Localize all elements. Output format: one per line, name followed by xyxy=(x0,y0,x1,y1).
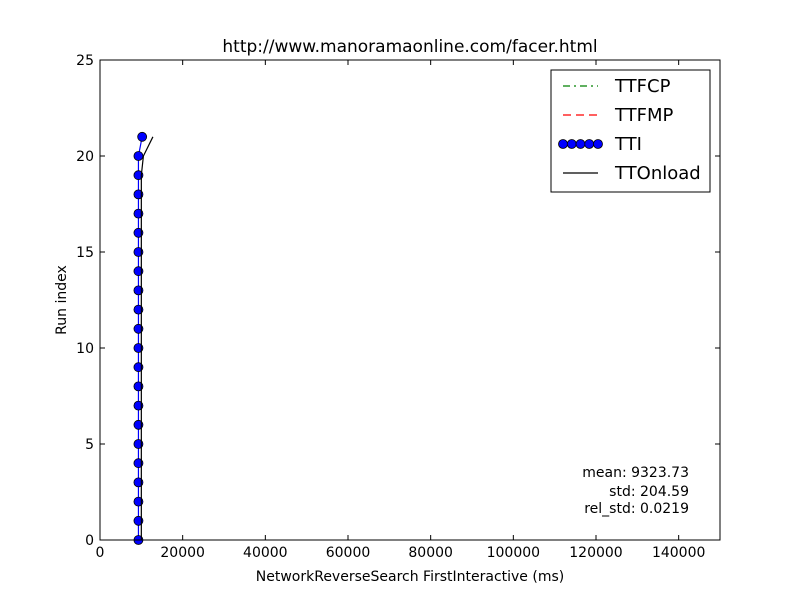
x-axis-label: NetworkReverseSearch FirstInteractive (m… xyxy=(256,569,564,585)
legend-label-ttonload: TTOnload xyxy=(614,163,701,184)
series-point-tti xyxy=(133,266,144,277)
x-tick-label: 60000 xyxy=(326,545,371,561)
y-tick-label: 5 xyxy=(85,437,94,453)
series-point-tti xyxy=(133,515,144,526)
y-tick-label: 10 xyxy=(76,341,94,357)
series-point-tti xyxy=(133,419,144,430)
legend-marker-tti xyxy=(566,139,577,149)
stat-rel-std: rel_std: 0.0219 xyxy=(584,501,689,517)
legend-label-tti: TTI xyxy=(614,134,642,155)
series-point-tti xyxy=(133,343,144,353)
x-tick-label: 20000 xyxy=(160,545,205,561)
x-tick-label: 140000 xyxy=(652,545,705,561)
series-point-tti xyxy=(133,208,144,219)
legend-marker-tti xyxy=(558,139,568,149)
legend-marker-tti xyxy=(575,139,586,149)
series-point-tti xyxy=(133,170,144,181)
legend-box xyxy=(550,69,711,193)
y-tick-label: 20 xyxy=(76,149,94,165)
stats-annotation: mean: 9323.73 std: 204.59 rel_std: 0.021… xyxy=(582,465,689,517)
series-point-tti xyxy=(133,477,144,488)
y-tick-label: 0 xyxy=(85,533,94,549)
plot-area xyxy=(133,131,154,545)
series-line-ttonload xyxy=(140,136,154,540)
plot-frame xyxy=(99,59,721,541)
series-point-tti xyxy=(133,400,144,411)
series-point-tti xyxy=(133,189,144,200)
y-tick-label: 25 xyxy=(76,53,94,69)
stat-std: std: 204.59 xyxy=(609,484,689,500)
x-tick-label: 100000 xyxy=(487,545,540,561)
x-tick-label: 120000 xyxy=(569,545,622,561)
series-point-tti xyxy=(133,285,144,296)
series-point-tti xyxy=(133,439,144,449)
y-tick-label: 15 xyxy=(76,245,94,261)
series-point-tti xyxy=(133,247,144,257)
series-point-tti xyxy=(133,304,144,315)
legend-marker-tti xyxy=(584,139,595,149)
series-point-tti xyxy=(133,227,144,238)
stat-mean: mean: 9323.73 xyxy=(582,465,689,481)
chart-title: http://www.manoramaonline.com/facer.html xyxy=(222,37,597,57)
axis-ticks: 0 20000 40000 60000 80000 100000 120000 140000 0… xyxy=(76,53,720,561)
y-axis-label: Run index xyxy=(54,265,70,335)
legend-label-ttfcp: TTFCP xyxy=(614,76,671,97)
series-point-tti xyxy=(133,496,144,507)
series-point-tti xyxy=(137,131,148,142)
x-tick-label: 40000 xyxy=(243,545,288,561)
legend: TTFCP TTFMP TTI TTOnload xyxy=(550,69,711,193)
series-point-tti xyxy=(133,151,144,161)
legend-marker-tti xyxy=(593,139,603,149)
series-point-tti xyxy=(133,362,144,373)
x-tick-label: 0 xyxy=(96,545,105,561)
x-tick-label: 80000 xyxy=(408,545,453,561)
series-point-tti xyxy=(133,381,144,392)
legend-label-ttfmp: TTFMP xyxy=(614,105,674,126)
series-point-tti xyxy=(133,458,144,469)
series-point-tti xyxy=(133,323,144,334)
series-line-tti xyxy=(137,136,143,540)
